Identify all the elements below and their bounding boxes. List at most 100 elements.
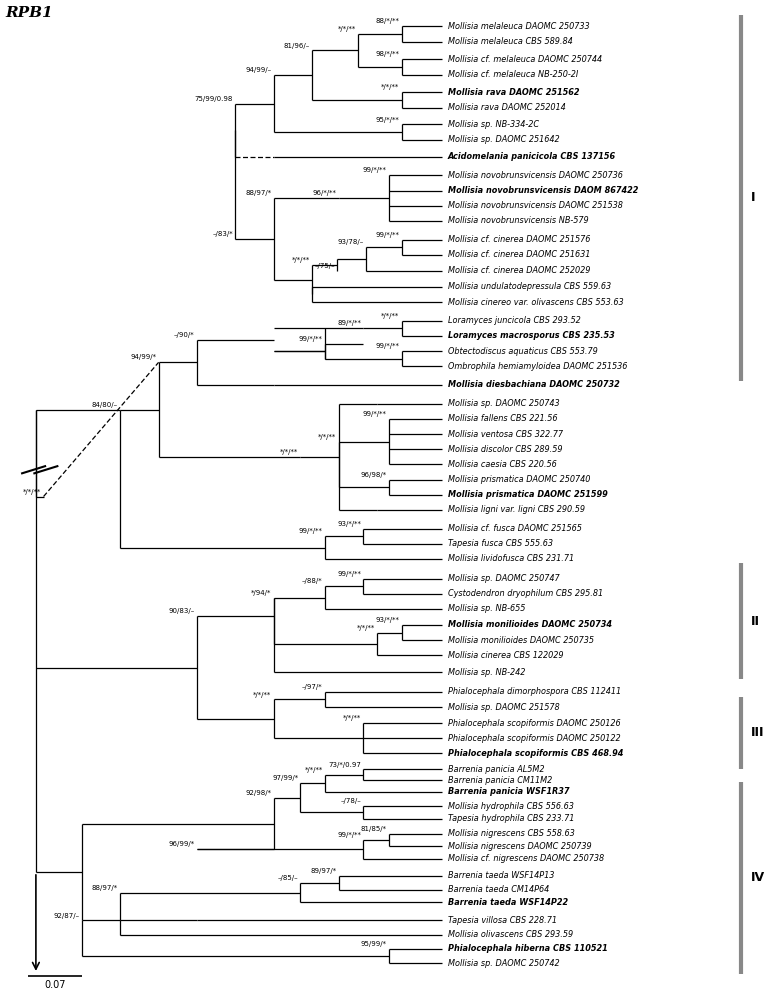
Text: 89/97/*: 89/97/*	[310, 868, 336, 874]
Text: –/85/–: –/85/–	[277, 875, 298, 881]
Text: Mollisia ligni var. ligni CBS 290.59: Mollisia ligni var. ligni CBS 290.59	[447, 505, 584, 515]
Text: 90/83/–: 90/83/–	[169, 608, 195, 614]
Text: 88/*/**: 88/*/**	[376, 19, 400, 25]
Text: Mollisia sp. NB-334-2C: Mollisia sp. NB-334-2C	[447, 120, 539, 129]
Text: */*/**: */*/**	[23, 489, 42, 495]
Text: 75/99/0.98: 75/99/0.98	[195, 96, 233, 102]
Text: Mollisia cf. cinerea DAOMC 252029: Mollisia cf. cinerea DAOMC 252029	[447, 266, 590, 276]
Text: Mollisia novobrunsvicensis DAOMC 250736: Mollisia novobrunsvicensis DAOMC 250736	[447, 171, 623, 180]
Text: Mollisia cinereo var. olivascens CBS 553.63: Mollisia cinereo var. olivascens CBS 553…	[447, 298, 623, 307]
Text: Phialocephala scopiformis CBS 468.94: Phialocephala scopiformis CBS 468.94	[447, 749, 623, 758]
Text: Mollisia novobrunsvicensis DAOM 867422: Mollisia novobrunsvicensis DAOM 867422	[447, 186, 638, 195]
Text: 97/99/*: 97/99/*	[272, 776, 298, 782]
Text: Phialocephala hiberna CBS 110521: Phialocephala hiberna CBS 110521	[447, 944, 608, 953]
Text: RPB1: RPB1	[5, 6, 53, 20]
Text: 98/*/**: 98/*/**	[376, 52, 400, 58]
Text: */*/**: */*/**	[304, 767, 323, 773]
Text: Phialocephala scopiformis DAOMC 250126: Phialocephala scopiformis DAOMC 250126	[447, 718, 621, 727]
Text: Mollisia discolor CBS 289.59: Mollisia discolor CBS 289.59	[447, 444, 562, 453]
Text: Mollisia cf. cinerea DAOMC 251576: Mollisia cf. cinerea DAOMC 251576	[447, 235, 590, 244]
Text: 96/99/*: 96/99/*	[169, 841, 195, 847]
Text: Mollisia prismatica DAOMC 251599: Mollisia prismatica DAOMC 251599	[447, 490, 608, 499]
Text: Mollisia diesbachiana DAOMC 250732: Mollisia diesbachiana DAOMC 250732	[447, 381, 619, 390]
Text: Mollisia nigrescens DAOMC 250739: Mollisia nigrescens DAOMC 250739	[447, 841, 591, 851]
Text: Phialocephala dimorphospora CBS 112411: Phialocephala dimorphospora CBS 112411	[447, 687, 621, 696]
Text: Mollisia cinerea CBS 122029: Mollisia cinerea CBS 122029	[447, 651, 563, 660]
Text: Barrenia panicia CM11M2: Barrenia panicia CM11M2	[447, 776, 552, 785]
Text: Tapesia fusca CBS 555.63: Tapesia fusca CBS 555.63	[447, 540, 553, 549]
Text: 96/*/**: 96/*/**	[313, 190, 336, 196]
Text: Barrenia taeda WSF14P13: Barrenia taeda WSF14P13	[447, 871, 554, 880]
Text: 81/96/–: 81/96/–	[283, 43, 310, 49]
Text: Mollisia sp. DAOMC 250747: Mollisia sp. DAOMC 250747	[447, 574, 559, 583]
Text: –/83/*: –/83/*	[213, 231, 233, 237]
Text: */*/**: */*/**	[381, 84, 400, 90]
Text: 89/*/**: 89/*/**	[337, 320, 361, 326]
Text: Barrenia taeda CM14P64: Barrenia taeda CM14P64	[447, 886, 549, 895]
Text: 94/99/*: 94/99/*	[130, 354, 156, 360]
Text: Mollisia sp. DAOMC 250742: Mollisia sp. DAOMC 250742	[447, 958, 559, 967]
Text: */*/**: */*/**	[291, 257, 310, 263]
Text: Mollisia fallens CBS 221.56: Mollisia fallens CBS 221.56	[447, 415, 557, 424]
Text: 93/78/–: 93/78/–	[337, 239, 363, 245]
Text: Acidomelania panicicola CBS 137156: Acidomelania panicicola CBS 137156	[447, 152, 616, 161]
Text: Mollisia undulatodepressula CBS 559.63: Mollisia undulatodepressula CBS 559.63	[447, 283, 611, 292]
Text: */*/**: */*/**	[337, 26, 356, 32]
Text: IV: IV	[751, 871, 765, 885]
Text: Barrenia taeda WSF14P22: Barrenia taeda WSF14P22	[447, 898, 567, 907]
Text: 92/98/*: 92/98/*	[246, 790, 271, 796]
Text: Mollisia melaleuca DAOMC 250733: Mollisia melaleuca DAOMC 250733	[447, 22, 589, 31]
Text: Tapesia villosa CBS 228.71: Tapesia villosa CBS 228.71	[447, 916, 557, 925]
Text: Mollisia cf. melaleuca NB-250-2I: Mollisia cf. melaleuca NB-250-2I	[447, 70, 578, 79]
Text: Mollisia rava DAOMC 252014: Mollisia rava DAOMC 252014	[447, 103, 565, 112]
Text: I: I	[751, 191, 755, 204]
Text: 99/*/**: 99/*/**	[299, 529, 323, 535]
Text: –/88/*: –/88/*	[302, 578, 323, 584]
Text: 94/99/–: 94/99/–	[245, 67, 271, 73]
Text: */*/**: */*/**	[318, 434, 336, 439]
Text: Mollisia sp. DAOMC 251578: Mollisia sp. DAOMC 251578	[447, 702, 559, 711]
Text: 99/*/**: 99/*/**	[363, 168, 387, 174]
Text: */*/**: */*/**	[343, 715, 361, 721]
Text: Mollisia novobrunsvicensis NB-579: Mollisia novobrunsvicensis NB-579	[447, 216, 588, 225]
Text: 73/*/0.97: 73/*/0.97	[328, 762, 361, 768]
Text: Mollisia cf. cinerea DAOMC 251631: Mollisia cf. cinerea DAOMC 251631	[447, 250, 590, 259]
Text: Mollisia lividofusca CBS 231.71: Mollisia lividofusca CBS 231.71	[447, 555, 574, 563]
Text: Loramyces macrosporus CBS 235.53: Loramyces macrosporus CBS 235.53	[447, 331, 614, 340]
Text: Barrenia panicia AL5M2: Barrenia panicia AL5M2	[447, 765, 544, 774]
Text: 99/*/**: 99/*/**	[299, 335, 323, 341]
Text: Mollisia sp. DAOMC 250743: Mollisia sp. DAOMC 250743	[447, 399, 559, 409]
Text: 88/97/*: 88/97/*	[92, 885, 118, 891]
Text: Mollisia nigrescens CBS 558.63: Mollisia nigrescens CBS 558.63	[447, 829, 574, 838]
Text: */*/**: */*/**	[280, 449, 298, 455]
Text: Barrenia panicia WSF1R37: Barrenia panicia WSF1R37	[447, 788, 569, 797]
Text: 88/97/*: 88/97/*	[245, 190, 271, 196]
Text: Cystodendron dryophilum CBS 295.81: Cystodendron dryophilum CBS 295.81	[447, 589, 603, 598]
Text: Mollisia melaleuca CBS 589.84: Mollisia melaleuca CBS 589.84	[447, 37, 572, 46]
Text: 81/85/*: 81/85/*	[360, 825, 387, 832]
Text: Mollisia monilioides DAOMC 250735: Mollisia monilioides DAOMC 250735	[447, 636, 594, 645]
Text: 99/*/**: 99/*/**	[376, 232, 400, 238]
Text: Mollisia novobrunsvicensis DAOMC 251538: Mollisia novobrunsvicensis DAOMC 251538	[447, 201, 623, 210]
Text: 99/*/**: 99/*/**	[337, 832, 361, 838]
Text: 92/87/–: 92/87/–	[53, 913, 79, 919]
Text: 99/*/**: 99/*/**	[363, 411, 387, 417]
Text: Mollisia ventosa CBS 322.77: Mollisia ventosa CBS 322.77	[447, 430, 563, 438]
Text: Mollisia rava DAOMC 251562: Mollisia rava DAOMC 251562	[447, 88, 579, 97]
Text: –/75/–: –/75/–	[314, 263, 335, 269]
Text: 95/99/*: 95/99/*	[360, 940, 387, 947]
Text: Obtectodiscus aquaticus CBS 553.79: Obtectodiscus aquaticus CBS 553.79	[447, 346, 598, 355]
Text: 96/98/*: 96/98/*	[360, 471, 387, 477]
Text: 84/80/–: 84/80/–	[92, 402, 118, 408]
Text: Mollisia monilioides DAOMC 250734: Mollisia monilioides DAOMC 250734	[447, 620, 611, 630]
Text: 93/*/**: 93/*/**	[376, 617, 400, 623]
Text: Mollisia sp. NB-242: Mollisia sp. NB-242	[447, 668, 525, 677]
Text: Mollisia hydrophila CBS 556.63: Mollisia hydrophila CBS 556.63	[447, 802, 574, 810]
Text: Mollisia olivascens CBS 293.59: Mollisia olivascens CBS 293.59	[447, 930, 573, 939]
Text: Phialocephala scopiformis DAOMC 250122: Phialocephala scopiformis DAOMC 250122	[447, 734, 621, 743]
Text: Ombrophila hemiamyloidea DAOMC 251536: Ombrophila hemiamyloidea DAOMC 251536	[447, 362, 627, 371]
Text: */*/**: */*/**	[253, 691, 271, 697]
Text: Mollisia cf. melaleuca DAOMC 250744: Mollisia cf. melaleuca DAOMC 250744	[447, 55, 602, 63]
Text: 99/*/**: 99/*/**	[376, 343, 400, 349]
Text: Mollisia prismatica DAOMC 250740: Mollisia prismatica DAOMC 250740	[447, 475, 590, 484]
